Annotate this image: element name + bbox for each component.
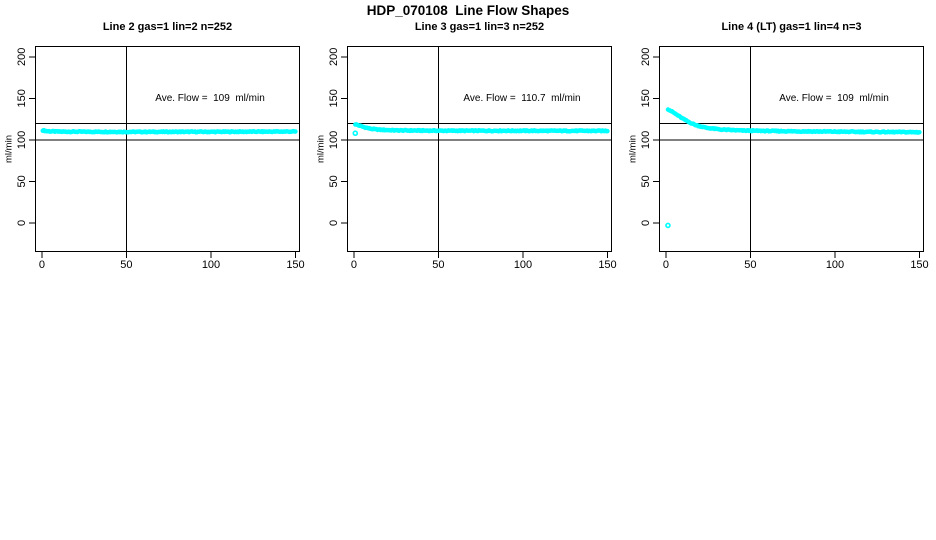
x-tick-label: 50 — [432, 259, 444, 271]
plot-box — [659, 46, 924, 252]
y-axis-label: ml/min — [628, 135, 639, 163]
x-tick-label: 0 — [663, 259, 669, 271]
chart-panel-line2: Line 2 gas=1 lin=2 n=252 0 50 100 150 20… — [0, 0, 312, 300]
y-tick-label: 150 — [640, 89, 652, 107]
y-tick-label: 50 — [328, 175, 340, 187]
x-tick-label: 100 — [826, 259, 844, 271]
y-tick-label: 100 — [16, 131, 28, 149]
y-axis: 0 50 100 150 200 ml/min — [316, 48, 347, 226]
x-tick-label: 150 — [286, 259, 304, 271]
x-axis: 0 50 100 150 — [663, 252, 929, 271]
plot-box — [35, 46, 300, 252]
x-tick-label: 100 — [202, 259, 220, 271]
avg-flow-annotation: Ave. Flow = 109 ml/min — [155, 93, 265, 104]
panel-title: Line 2 gas=1 lin=2 n=252 — [102, 21, 233, 33]
x-axis: 0 50 100 150 — [39, 252, 305, 271]
y-tick-label: 150 — [16, 89, 28, 107]
y-tick-label: 50 — [640, 175, 652, 187]
y-tick-label: 150 — [328, 89, 340, 107]
y-tick-label: 0 — [328, 220, 340, 226]
plot-area: 0 50 100 150 200 ml/min 0 50 100 150 Ave… — [628, 46, 929, 271]
chart-panel-line3: Line 3 gas=1 lin=3 n=252 0 50 100 150 20… — [312, 0, 624, 300]
chart-panel-line4: Line 4 (LT) gas=1 lin=4 n=3 0 50 100 150… — [624, 0, 936, 300]
x-tick-label: 150 — [598, 259, 616, 271]
reference-lines — [659, 46, 924, 252]
x-tick-label: 150 — [910, 259, 928, 271]
panel-title: Line 3 gas=1 lin=3 n=252 — [414, 21, 545, 33]
x-tick-label: 50 — [744, 259, 756, 271]
avg-flow-annotation: Ave. Flow = 110.7 ml/min — [463, 93, 580, 104]
x-tick-label: 0 — [351, 259, 357, 271]
y-tick-label: 200 — [328, 48, 340, 66]
y-tick-label: 200 — [640, 48, 652, 66]
plot-box — [347, 46, 612, 252]
y-axis: 0 50 100 150 200 ml/min — [628, 48, 659, 226]
y-tick-label: 200 — [16, 48, 28, 66]
data-points — [352, 122, 610, 137]
y-tick-label: 100 — [640, 131, 652, 149]
avg-flow-annotation: Ave. Flow = 109 ml/min — [779, 93, 889, 104]
x-tick-label: 100 — [514, 259, 532, 271]
y-tick-label: 50 — [16, 175, 28, 187]
x-axis: 0 50 100 150 — [351, 252, 617, 271]
x-tick-label: 0 — [39, 259, 45, 271]
main-title: HDP_070108 Line Flow Shapes — [366, 3, 570, 18]
y-axis-label: ml/min — [4, 135, 15, 163]
data-points — [665, 107, 922, 229]
x-tick-label: 50 — [120, 259, 132, 271]
y-tick-label: 0 — [16, 220, 28, 226]
y-tick-label: 100 — [328, 131, 340, 149]
reference-lines — [347, 46, 612, 252]
y-axis: 0 50 100 150 200 ml/min — [4, 48, 35, 226]
plot-area: 0 50 100 150 200 ml/min 0 50 100 150 Ave… — [4, 46, 305, 271]
reference-lines — [35, 46, 300, 252]
panel-title: Line 4 (LT) gas=1 lin=4 n=3 — [721, 21, 862, 33]
data-points — [40, 127, 298, 135]
plot-area: 0 50 100 150 200 ml/min 0 50 100 150 Ave… — [316, 46, 617, 271]
y-tick-label: 0 — [640, 220, 652, 226]
y-axis-label: ml/min — [316, 135, 327, 163]
